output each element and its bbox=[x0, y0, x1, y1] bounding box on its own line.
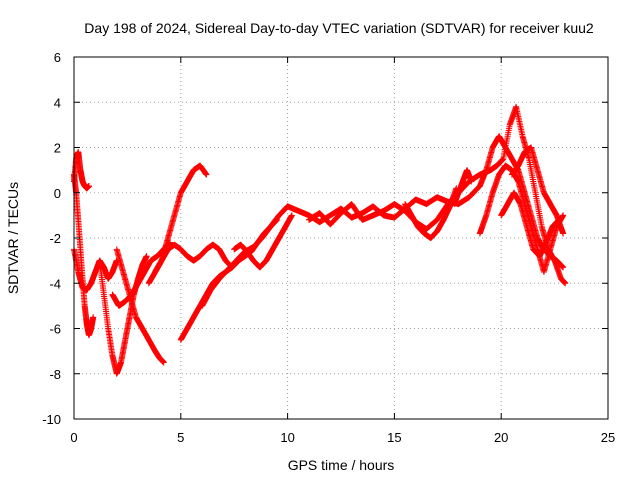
x-tick-labels: 0 5 10 15 20 25 bbox=[70, 430, 615, 445]
data-point bbox=[160, 359, 167, 366]
x-tick-label: 5 bbox=[177, 430, 184, 445]
grid bbox=[74, 57, 608, 419]
data-point bbox=[560, 264, 567, 271]
data-point bbox=[85, 182, 92, 189]
data-point bbox=[562, 280, 569, 287]
series-trace-dip-b bbox=[113, 246, 167, 366]
data-point bbox=[143, 253, 150, 260]
series-trace-dip-c bbox=[402, 185, 460, 241]
axis-ticks bbox=[73, 56, 609, 420]
chart-title: Day 198 of 2024, Sidereal Day-to-day VTE… bbox=[84, 20, 594, 36]
y-tick-label: -8 bbox=[49, 367, 61, 382]
y-tick-label: 0 bbox=[54, 186, 61, 201]
data-point bbox=[560, 212, 567, 219]
x-tick-label: 25 bbox=[601, 430, 615, 445]
y-tick-label: 6 bbox=[54, 50, 61, 65]
data-point bbox=[468, 178, 475, 185]
y-tick-labels: -10 -8 -6 -4 -2 0 2 4 6 bbox=[42, 50, 61, 427]
x-tick-label: 15 bbox=[387, 430, 401, 445]
y-tick-label: -4 bbox=[49, 276, 61, 291]
series-trace-rise-e bbox=[231, 212, 295, 271]
data-point bbox=[203, 171, 210, 178]
series-trace-early-c bbox=[71, 246, 120, 294]
series-trace-late-c bbox=[476, 162, 567, 275]
series-trace-rise-a bbox=[145, 162, 210, 287]
data-point bbox=[90, 314, 97, 321]
x-tick-label: 10 bbox=[280, 430, 294, 445]
data-points bbox=[71, 103, 569, 377]
y-axis-label: SDTVAR / TECUs bbox=[5, 182, 21, 294]
series-trace-spike-a bbox=[451, 167, 475, 208]
data-point bbox=[555, 216, 562, 223]
series-trace-late-d bbox=[508, 144, 567, 237]
y-tick-label: -6 bbox=[49, 322, 61, 337]
y-tick-label: -10 bbox=[42, 412, 61, 427]
x-tick-label: 20 bbox=[494, 430, 508, 445]
x-axis-label: GPS time / hours bbox=[288, 457, 395, 473]
x-tick-label: 0 bbox=[70, 430, 77, 445]
y-tick-label: 4 bbox=[54, 95, 61, 110]
series-trace-late-b bbox=[487, 103, 569, 287]
data-point bbox=[560, 230, 567, 237]
data-point bbox=[288, 212, 295, 219]
y-tick-label: 2 bbox=[54, 141, 61, 156]
y-tick-label: -2 bbox=[49, 231, 61, 246]
series-trace-late-e bbox=[498, 189, 562, 260]
